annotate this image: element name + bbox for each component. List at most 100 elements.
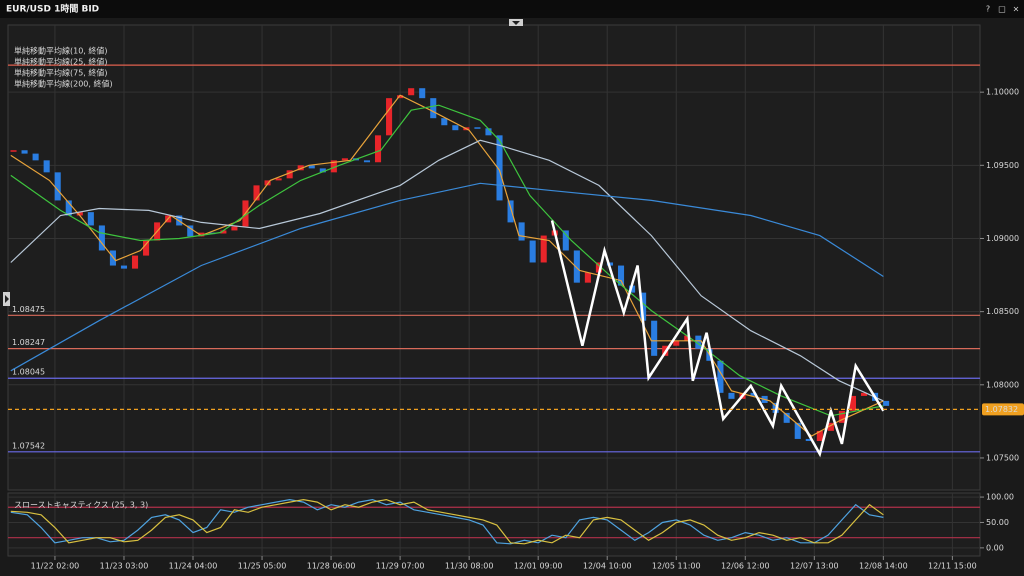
candle-up xyxy=(595,262,602,273)
candle-up xyxy=(860,392,868,396)
candle-up xyxy=(330,160,337,173)
y-tick-label: 1.08000 xyxy=(986,380,1019,389)
candle-up xyxy=(849,395,857,411)
candle-up xyxy=(297,165,304,171)
candle-down xyxy=(695,335,702,349)
x-tick-label: 12/05 11:00 xyxy=(652,562,701,571)
moving-average-line xyxy=(10,182,884,372)
candle-down xyxy=(573,250,580,283)
candle-up xyxy=(10,150,17,152)
candle-down xyxy=(717,360,724,393)
y-tick-label: 1.09000 xyxy=(986,234,1019,243)
candle-up xyxy=(673,340,680,346)
x-tick-label: 12/04 10:00 xyxy=(583,562,632,571)
x-tick-label: 11/29 07:00 xyxy=(376,562,425,571)
oscillator-title: スローストキャスティクス (25, 3, 3) xyxy=(14,501,148,510)
candle-down xyxy=(651,320,658,356)
last-price-label: 1.07832 xyxy=(985,405,1018,414)
candle-up xyxy=(131,255,139,269)
y-tick-label: 50.00 xyxy=(986,518,1009,527)
candle-down xyxy=(32,153,39,161)
side-arrow xyxy=(5,295,9,303)
candle-up xyxy=(275,178,282,181)
candle-down xyxy=(54,172,61,201)
candle-down xyxy=(452,125,459,131)
candle-up xyxy=(220,230,227,234)
y-tick-label: 1.08500 xyxy=(986,307,1019,316)
candle-up xyxy=(838,410,845,423)
level-label: 1.08475 xyxy=(12,305,45,314)
price-panel xyxy=(7,24,981,491)
x-tick-label: 12/07 13:00 xyxy=(790,562,839,571)
legend-entry: 単純移動平均線(25, 終値) xyxy=(14,57,108,67)
collapse-arrow xyxy=(512,21,520,25)
candle-down xyxy=(518,222,525,241)
candle-up xyxy=(341,158,348,161)
candle-up xyxy=(253,185,260,201)
candle-down xyxy=(728,392,735,399)
x-tick-label: 11/28 06:00 xyxy=(307,562,356,571)
candle-down xyxy=(474,127,481,129)
x-tick-label: 12/06 12:00 xyxy=(721,562,770,571)
candle-up xyxy=(397,95,404,99)
candle-up xyxy=(231,226,238,231)
candle-down xyxy=(883,400,890,406)
candle-down xyxy=(363,160,371,163)
legend-entry: 単純移動平均線(10, 終値) xyxy=(14,46,108,56)
candle-down xyxy=(562,230,569,251)
candle-down xyxy=(496,135,503,201)
x-tick-label: 12/11 15:00 xyxy=(928,562,977,571)
maximize-button[interactable]: □ xyxy=(998,5,1006,14)
x-tick-label: 11/24 04:00 xyxy=(169,562,218,571)
candle-down xyxy=(419,88,426,99)
y-tick-label: 100.00 xyxy=(986,493,1014,502)
candle-down xyxy=(750,392,757,396)
candle-down xyxy=(617,265,625,286)
help-button[interactable]: ? xyxy=(986,5,990,14)
oscillator-line xyxy=(10,498,884,545)
y-tick-label: 1.07500 xyxy=(986,453,1019,462)
window-title: EUR/USD 1時間 BID xyxy=(6,3,99,15)
candle-down xyxy=(21,150,28,154)
last-price-badge xyxy=(982,403,1024,416)
candle-up xyxy=(76,212,83,216)
y-tick-label: 0.00 xyxy=(986,543,1004,552)
candle-down xyxy=(507,200,514,223)
candle-down xyxy=(120,265,128,269)
candle-down xyxy=(319,168,326,173)
x-tick-label: 12/08 14:00 xyxy=(859,562,908,571)
candle-down xyxy=(65,200,72,216)
candle-up xyxy=(143,240,150,256)
y-tick-label: 1.10000 xyxy=(986,88,1019,97)
candle-up xyxy=(540,235,547,263)
candle-down xyxy=(430,98,437,119)
candle-up xyxy=(264,180,271,186)
title-bar xyxy=(0,0,1024,18)
candle-down xyxy=(43,160,50,173)
candle-down xyxy=(441,118,448,126)
candle-down xyxy=(783,412,790,423)
level-label: 1.08247 xyxy=(12,338,45,347)
x-tick-label: 11/23 03:00 xyxy=(100,562,149,571)
candle-up xyxy=(198,232,205,237)
x-tick-label: 11/30 08:00 xyxy=(445,562,494,571)
candle-up xyxy=(827,422,834,431)
candle-up xyxy=(408,88,415,96)
candle-up xyxy=(816,430,823,441)
candle-down xyxy=(485,128,492,136)
candle-down xyxy=(805,438,812,441)
x-tick-label: 11/22 02:00 xyxy=(31,562,80,571)
candle-down xyxy=(187,225,194,237)
close-button[interactable]: × xyxy=(1013,5,1020,14)
candle-down xyxy=(629,285,636,293)
candle-down xyxy=(529,240,536,263)
candle-down xyxy=(98,225,105,251)
legend-entry: 単純移動平均線(200, 終値) xyxy=(14,79,113,89)
candle-up xyxy=(286,170,293,179)
candle-down xyxy=(794,422,801,439)
x-tick-label: 11/25 05:00 xyxy=(238,562,287,571)
legend-entry: 単純移動平均線(75, 終値) xyxy=(14,68,108,78)
moving-average-line xyxy=(10,104,884,417)
